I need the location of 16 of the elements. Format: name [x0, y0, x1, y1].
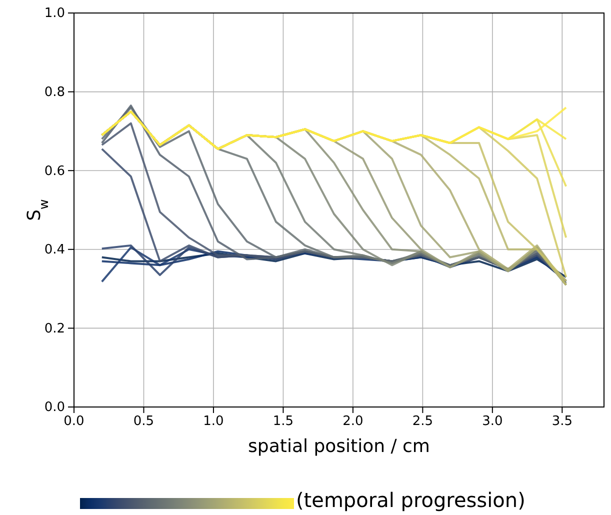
y-tick-label: 0.0: [44, 400, 65, 416]
text: (temporal progression): [296, 488, 526, 512]
x-tick-label: 1.0: [203, 414, 224, 430]
x-tick-label: 3.5: [552, 414, 572, 430]
y-tick-label: 0.6: [44, 164, 65, 179]
y-tick-label: 0.8: [44, 84, 65, 100]
x-tick-label: 1.5: [272, 414, 294, 430]
x-axis-title: spatial position / cm: [248, 436, 430, 457]
x-tick-label: 2.5: [412, 414, 434, 430]
y-tick-label: 1.0: [44, 6, 65, 22]
y-tick-label: 0.4: [44, 242, 65, 258]
x-tick-label: 3.0: [482, 414, 503, 430]
x-tick-label: 0.5: [133, 414, 154, 430]
x-tick-label: 2.0: [342, 414, 364, 430]
x-tick-label: 0.0: [64, 414, 84, 430]
y-tick-label: 0.2: [44, 321, 65, 336]
